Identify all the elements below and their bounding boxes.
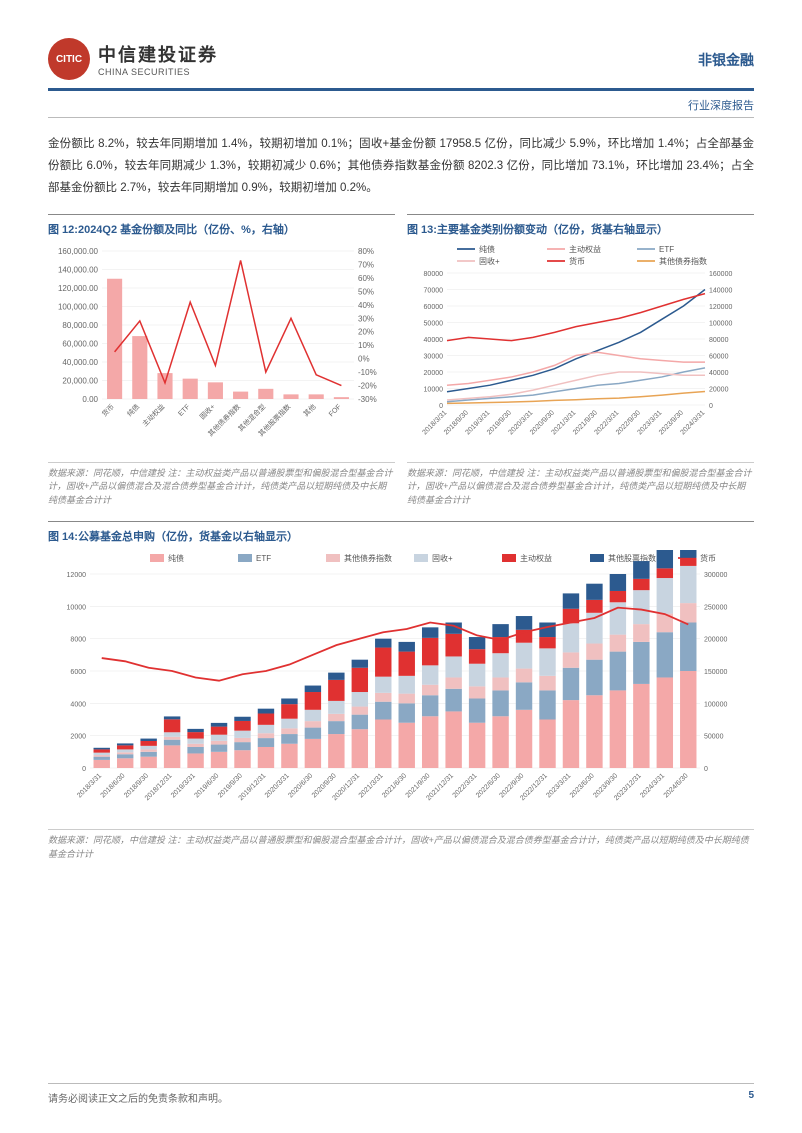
body-paragraph: 金份额比 8.2%，较去年同期增加 1.4%，较期初增加 0.1%；固收+基金份… [48, 134, 754, 200]
chart-12-title: 图 12:2024Q2 基金份额及同比（亿份、%，右轴） [48, 214, 395, 237]
svg-text:4000: 4000 [70, 701, 86, 708]
svg-text:8000: 8000 [70, 637, 86, 644]
svg-text:20%: 20% [358, 327, 374, 336]
svg-text:0: 0 [709, 403, 713, 410]
chart-13: 纯债 主动权益 ETF 固收+ 货币 其他债券指数 0 10000 20000 30000 4000… [407, 243, 754, 458]
svg-text:20000: 20000 [424, 370, 444, 377]
chart-14: 纯债ETF其他债券指数固收+主动权益其他股票指数货币02000400060008… [48, 550, 754, 825]
logo-text-en: CHINA SECURITIES [98, 67, 218, 77]
svg-text:其他: 其他 [301, 402, 317, 418]
svg-text:10000: 10000 [67, 604, 87, 611]
svg-text:40,000.00: 40,000.00 [62, 358, 98, 367]
svg-text:-10%: -10% [358, 368, 377, 377]
svg-text:固收+: 固收+ [479, 256, 500, 266]
chart-13-note: 数据来源：同花顺，中信建投 注：主动权益类产品以普通股票型和偏股混合型基金合计计… [407, 462, 754, 508]
logo-text-cn: 中信建投证券 [98, 41, 218, 67]
svg-text:80%: 80% [358, 247, 374, 256]
svg-text:ETF: ETF [256, 554, 271, 563]
svg-text:80000: 80000 [424, 271, 444, 278]
svg-text:140,000.00: 140,000.00 [58, 265, 99, 274]
svg-text:纯债: 纯债 [125, 402, 141, 418]
svg-text:12000: 12000 [67, 572, 87, 579]
chart-12-container: 图 12:2024Q2 基金份额及同比（亿份、%，右轴） 0.00 20,000.… [48, 214, 395, 508]
svg-text:货币: 货币 [100, 402, 116, 418]
svg-text:货币: 货币 [569, 256, 585, 266]
svg-text:20000: 20000 [709, 386, 729, 393]
logo-block: CITIC 中信建投证券 CHINA SECURITIES [48, 38, 218, 80]
svg-text:FOF: FOF [328, 403, 343, 418]
svg-text:纯债: 纯债 [168, 553, 184, 563]
svg-text:ETF: ETF [177, 403, 191, 417]
category-label: 非银金融 [698, 50, 754, 70]
svg-text:2000: 2000 [70, 734, 86, 741]
svg-text:纯债: 纯债 [479, 244, 495, 254]
svg-text:10%: 10% [358, 341, 374, 350]
svg-text:60000: 60000 [709, 353, 729, 360]
svg-text:60000: 60000 [424, 304, 444, 311]
svg-text:120,000.00: 120,000.00 [58, 284, 99, 293]
chart-14-note: 数据来源：同花顺，中信建投 注：主动权益类产品以普通股票型和偏股混合型基金合计计… [48, 829, 754, 861]
svg-text:0: 0 [704, 766, 708, 773]
svg-text:0%: 0% [358, 354, 370, 363]
svg-text:0.00: 0.00 [82, 395, 98, 404]
chart-12: 0.00 20,000.00 40,000.00 60,000.00 80,000.00… [48, 243, 395, 458]
svg-text:ETF: ETF [659, 245, 674, 254]
svg-text:2024/6/30: 2024/6/30 [663, 772, 690, 799]
svg-text:10000: 10000 [424, 386, 444, 393]
page-footer: 请务必阅读正文之后的免责条款和声明。 5 [48, 1083, 754, 1105]
page-number: 5 [748, 1090, 754, 1105]
svg-text:80000: 80000 [709, 337, 729, 344]
svg-text:200000: 200000 [704, 637, 727, 644]
chart-14-title: 图 14:公募基金总申购（亿份，货基金以右轴显示） [48, 521, 754, 544]
svg-text:固收+: 固收+ [198, 402, 217, 421]
chart-13-container: 图 13:主要基金类别份额变动（亿份，货基右轴显示） 纯债 主动权益 ETF 固收+ 货… [407, 214, 754, 508]
svg-text:40000: 40000 [424, 337, 444, 344]
svg-text:150000: 150000 [704, 669, 727, 676]
logo-icon: CITIC [48, 38, 90, 80]
chart-12-note: 数据来源：同花顺，中信建投 注：主动权益类产品以普通股票型和偏股混合型基金合计计… [48, 462, 395, 508]
svg-text:50000: 50000 [704, 734, 724, 741]
svg-text:-30%: -30% [358, 395, 377, 404]
svg-text:40%: 40% [358, 300, 374, 309]
svg-text:70000: 70000 [424, 287, 444, 294]
svg-text:主动权益: 主动权益 [140, 402, 166, 428]
svg-text:0: 0 [439, 403, 443, 410]
chart-14-container: 图 14:公募基金总申购（亿份，货基金以右轴显示） 纯债 ETF 其他债券指数 固收+… [48, 521, 754, 861]
svg-text:-20%: -20% [358, 381, 377, 390]
svg-text:70%: 70% [358, 260, 374, 269]
svg-text:6000: 6000 [70, 669, 86, 676]
svg-text:140000: 140000 [709, 287, 732, 294]
svg-text:100,000.00: 100,000.00 [58, 302, 99, 311]
svg-text:100000: 100000 [709, 320, 732, 327]
svg-text:30000: 30000 [424, 353, 444, 360]
report-subtitle: 行业深度报告 [48, 97, 754, 118]
chart-13-title: 图 13:主要基金类别份额变动（亿份，货基右轴显示） [407, 214, 754, 237]
svg-text:120000: 120000 [709, 304, 732, 311]
svg-text:100000: 100000 [704, 701, 727, 708]
svg-text:250000: 250000 [704, 604, 727, 611]
svg-text:其他债券指数: 其他债券指数 [344, 553, 392, 563]
svg-text:30%: 30% [358, 314, 374, 323]
svg-text:主动权益: 主动权益 [520, 553, 552, 563]
svg-text:0: 0 [82, 766, 86, 773]
svg-text:货币: 货币 [700, 553, 716, 563]
svg-text:40000: 40000 [709, 370, 729, 377]
disclaimer-text: 请务必阅读正文之后的免责条款和声明。 [48, 1090, 228, 1105]
page-header: CITIC 中信建投证券 CHINA SECURITIES 非银金融 [48, 38, 754, 91]
svg-text:固收+: 固收+ [432, 553, 453, 563]
svg-text:160,000.00: 160,000.00 [58, 247, 99, 256]
svg-text:160000: 160000 [709, 271, 732, 278]
svg-text:60%: 60% [358, 273, 374, 282]
svg-text:60,000.00: 60,000.00 [62, 339, 98, 348]
svg-text:300000: 300000 [704, 572, 727, 579]
svg-text:其他债券指数: 其他债券指数 [659, 256, 707, 266]
svg-text:50%: 50% [358, 287, 374, 296]
svg-text:主动权益: 主动权益 [569, 244, 601, 254]
svg-text:20,000.00: 20,000.00 [62, 376, 98, 385]
svg-text:50000: 50000 [424, 320, 444, 327]
svg-text:80,000.00: 80,000.00 [62, 321, 98, 330]
